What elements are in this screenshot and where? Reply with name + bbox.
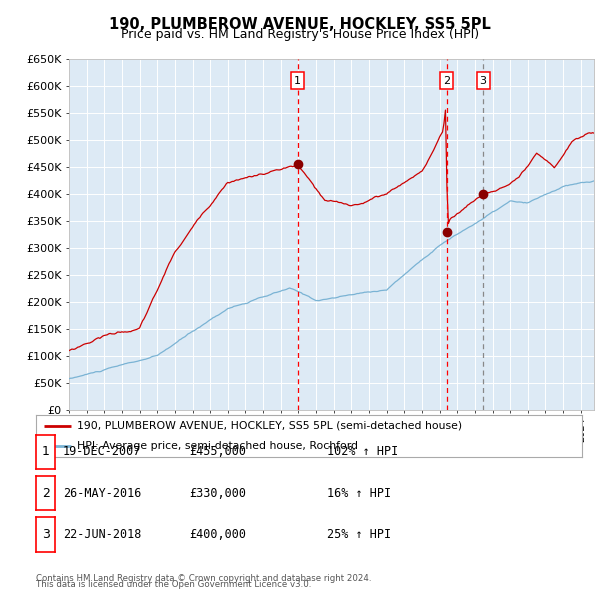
Text: £330,000: £330,000 (189, 487, 246, 500)
Text: 26-MAY-2016: 26-MAY-2016 (63, 487, 142, 500)
Text: £400,000: £400,000 (189, 528, 246, 541)
Text: 1: 1 (294, 76, 301, 86)
Text: 2: 2 (443, 76, 450, 86)
Text: Price paid vs. HM Land Registry's House Price Index (HPI): Price paid vs. HM Land Registry's House … (121, 28, 479, 41)
Text: 22-JUN-2018: 22-JUN-2018 (63, 528, 142, 541)
Text: 19-DEC-2007: 19-DEC-2007 (63, 445, 142, 458)
Text: Contains HM Land Registry data © Crown copyright and database right 2024.: Contains HM Land Registry data © Crown c… (36, 574, 371, 583)
Text: 1: 1 (41, 445, 50, 458)
Text: HPI: Average price, semi-detached house, Rochford: HPI: Average price, semi-detached house,… (77, 441, 358, 451)
Text: 3: 3 (479, 76, 487, 86)
Text: £455,000: £455,000 (189, 445, 246, 458)
Text: 2: 2 (41, 487, 50, 500)
Text: 16% ↑ HPI: 16% ↑ HPI (327, 487, 391, 500)
Text: 190, PLUMBEROW AVENUE, HOCKLEY, SS5 5PL: 190, PLUMBEROW AVENUE, HOCKLEY, SS5 5PL (109, 17, 491, 31)
Text: This data is licensed under the Open Government Licence v3.0.: This data is licensed under the Open Gov… (36, 581, 311, 589)
Text: 190, PLUMBEROW AVENUE, HOCKLEY, SS5 5PL (semi-detached house): 190, PLUMBEROW AVENUE, HOCKLEY, SS5 5PL … (77, 421, 462, 431)
Text: 25% ↑ HPI: 25% ↑ HPI (327, 528, 391, 541)
Text: 102% ↑ HPI: 102% ↑ HPI (327, 445, 398, 458)
Text: 3: 3 (41, 528, 50, 541)
